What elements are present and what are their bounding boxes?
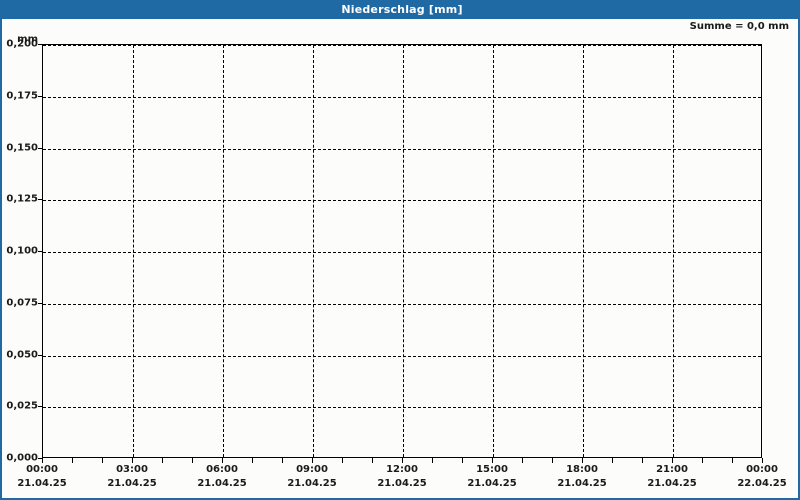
x-axis-tick-date: 21.04.25 [107,478,157,489]
x-axis-tick-mark [432,458,433,463]
x-axis-tick-mark [162,458,163,463]
vertical-gridline [583,45,584,457]
x-axis: 00:00 21.04.25 03:00 21.04.25 06:00 21.04.25 0… [2,463,798,497]
x-axis-tick-mark [312,458,313,463]
x-axis-ticks [42,458,763,464]
horizontal-gridline [43,355,761,357]
x-axis-tick-mark [222,458,223,463]
x-axis-tick-time: 15:00 [476,464,508,475]
horizontal-gridline [43,252,761,253]
horizontal-gridline [43,96,761,98]
x-axis-tick-label: 00:00 22.04.25 [737,463,786,491]
y-axis-tick-mark [38,95,42,97]
x-axis-tick-mark [492,458,493,463]
y-axis-tick-mark [38,302,42,304]
y-axis: 0,000 0,025 0,050 0,075 0,100 0,125 0,150 0,175… [2,39,42,464]
y-axis-unit-label: mm [17,34,38,45]
x-axis-tick-mark [72,458,73,463]
y-axis-tick-mark [38,251,42,252]
y-axis-tick-label: 0,025 [6,400,38,412]
y-axis-tick-mark [38,44,42,45]
vertical-gridline [313,45,314,457]
y-axis-tick-label: 0,150 [6,142,38,153]
x-axis-tick-time: 06:00 [206,464,238,475]
x-axis-tick-mark [462,458,463,463]
x-axis-tick-label: 21:00 21.04.25 [647,463,696,491]
y-axis-tick-mark [38,458,42,459]
x-axis-tick-date: 22.04.25 [737,478,787,489]
y-axis-tick-label: 0,125 [6,193,38,205]
x-axis-tick-mark [342,458,343,463]
x-axis-tick-date: 21.04.25 [557,478,607,489]
x-axis-tick-mark [672,458,673,463]
x-axis-tick-mark [102,458,103,463]
x-axis-tick-date: 21.04.25 [467,478,517,489]
chart-title-bar: Niederschlag [mm] [2,0,798,19]
y-axis-tick-mark [38,199,42,201]
x-axis-tick-date: 21.04.25 [647,478,697,489]
x-axis-tick-time: 21:00 [656,464,688,475]
x-axis-tick-mark [582,458,583,463]
x-axis-tick-mark [42,458,43,463]
x-axis-tick-label: 12:00 21.04.25 [377,463,426,491]
x-axis-tick-mark [732,458,733,463]
vertical-gridline [223,45,224,457]
horizontal-gridline [43,303,761,305]
x-axis-tick-time: 00:00 [746,464,778,475]
x-axis-tick-label: 15:00 21.04.25 [467,463,516,491]
grid-layer [43,45,761,457]
horizontal-gridline [43,148,761,150]
vertical-gridline [133,45,134,457]
y-axis-tick-label: 0,000 [6,452,38,464]
x-axis-tick-mark [402,458,403,463]
x-axis-tick-label: 18:00 21.04.25 [557,463,606,491]
y-axis-tick-label: 0,175 [6,90,38,102]
x-axis-tick-mark [762,458,763,463]
y-axis-tick-label: 0,050 [6,349,38,360]
y-axis-tick-label: 0,100 [6,245,38,257]
plot-area [42,44,762,458]
x-axis-tick-date: 21.04.25 [287,478,337,489]
x-axis-tick-time: 03:00 [116,464,148,475]
x-axis-tick-date: 21.04.25 [377,478,427,489]
x-axis-tick-time: 12:00 [386,464,418,475]
x-axis-tick-mark [552,458,553,463]
x-axis-tick-mark [522,458,523,463]
x-axis-tick-label: 03:00 21.04.25 [107,463,156,491]
page-title: Niederschlag [mm] [341,3,463,16]
y-axis-tick-label: 0,075 [6,297,38,309]
x-axis-tick-time: 18:00 [566,464,598,475]
horizontal-gridline [43,200,761,202]
y-axis-tick-mark [38,147,42,149]
y-axis-tick-mark [38,406,42,408]
x-axis-tick-mark [642,458,643,463]
horizontal-gridline [43,407,761,409]
x-axis-tick-mark [702,458,703,463]
x-axis-tick-mark [612,458,613,463]
x-axis-tick-time: 00:00 [26,464,58,475]
x-axis-tick-mark [372,458,373,463]
vertical-gridline [403,45,404,457]
x-axis-tick-date: 21.04.25 [197,478,247,489]
x-axis-tick-mark [282,458,283,463]
y-axis-tick-label: 0,200 [6,38,38,50]
x-axis-tick-mark [252,458,253,463]
x-axis-tick-mark [132,458,133,463]
x-axis-tick-time: 09:00 [296,464,328,475]
vertical-gridline [493,45,494,457]
sum-annotation: Summe = 0,0 mm [689,21,789,32]
x-axis-tick-label: 09:00 21.04.25 [287,463,336,491]
x-axis-tick-date: 21.04.25 [17,478,67,489]
x-axis-tick-label: 00:00 21.04.25 [17,463,66,491]
x-axis-tick-label: 06:00 21.04.25 [197,463,246,491]
y-axis-tick-mark [38,354,42,356]
x-axis-tick-mark [192,458,193,463]
horizontal-gridline [43,45,761,46]
vertical-gridline [673,45,674,457]
